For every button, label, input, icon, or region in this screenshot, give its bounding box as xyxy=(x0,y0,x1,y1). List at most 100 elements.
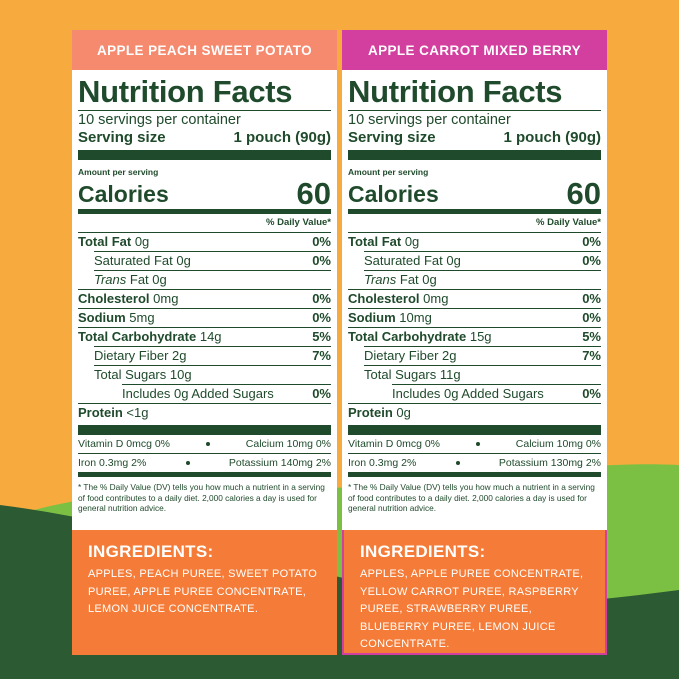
serving-size-label: Serving size xyxy=(348,129,436,146)
nutrient-label: Total Sugars 11g xyxy=(364,367,461,382)
daily-value: 0% xyxy=(312,386,331,401)
divider xyxy=(348,209,601,214)
nutrient-label: Includes 0g Added Sugars xyxy=(392,386,544,401)
nutrient-row: Dietary Fiber 2g 7% xyxy=(94,346,331,365)
nutrient-row: Trans Fat 0g xyxy=(364,270,601,289)
calories-value: 60 xyxy=(566,176,601,211)
daily-value: 7% xyxy=(312,348,331,363)
calories-value: 60 xyxy=(296,176,331,211)
servings: 10 servings per container xyxy=(348,112,511,128)
nutrient-row: Sodium 10mg 0% xyxy=(348,308,601,327)
divider xyxy=(78,425,331,435)
nutrient-name: Total Carbohydrate 15g xyxy=(348,328,492,346)
nutrient-amount: 14g xyxy=(199,329,222,344)
nutrient-row: Cholesterol 0mg 0% xyxy=(78,289,331,308)
nutrition-panel: APPLE PEACH SWEET POTATO Nutrition Facts 1… xyxy=(72,30,337,655)
nutrient-name: Total Sugars 10g xyxy=(94,366,192,384)
nutrient-name: Total Sugars 11g xyxy=(364,366,461,384)
vitamin: Calcium 10mg 0% xyxy=(515,438,601,450)
nutrient-name: Saturated Fat 0g xyxy=(364,252,461,270)
vitamin-row: Vitamin D 0mcg 0% Calcium 10mg 0% xyxy=(78,435,331,454)
panel-header: APPLE CARROT MIXED BERRY xyxy=(342,30,607,70)
nutrient-label: Total Sugars 10g xyxy=(94,367,192,382)
nutrient-label: Saturated Fat 0g xyxy=(94,253,191,268)
nutrient-label: Cholesterol xyxy=(78,291,150,306)
nutrient-amount: 0mg xyxy=(423,291,449,306)
nutrient-label: Total Carbohydrate xyxy=(348,329,467,344)
nutrient-name: Dietary Fiber 2g xyxy=(364,347,456,365)
vitamin-row: Iron 0.3mg 2% Potassium 130mg 2% xyxy=(348,454,601,472)
nutrient-row: Total Fat 0g 0% xyxy=(348,233,601,251)
nutrient-row: Dietary Fiber 2g 7% xyxy=(364,346,601,365)
daily-value: 0% xyxy=(582,386,601,401)
daily-value: 7% xyxy=(582,348,601,363)
vitamin: Iron 0.3mg 2% xyxy=(78,457,147,469)
panel-header: APPLE PEACH SWEET POTATO xyxy=(72,30,337,70)
vitamin-row: Vitamin D 0mcg 0% Calcium 10mg 0% xyxy=(348,435,601,454)
vitamin: Potassium 130mg 2% xyxy=(498,457,601,469)
calories: Calories 60 xyxy=(348,177,601,209)
divider xyxy=(78,209,331,214)
nutrient-name: Dietary Fiber 2g xyxy=(94,347,186,365)
label-title: Nutrition Facts xyxy=(78,74,331,111)
nutrient-label: Total Fat xyxy=(348,234,402,249)
nutrient-label: Trans xyxy=(94,272,127,287)
serving-size-value: 1 pouch (90g) xyxy=(233,129,331,146)
nutrient-name: Trans Fat 0g xyxy=(364,271,437,289)
nutrient-row: Saturated Fat 0g 0% xyxy=(364,251,601,270)
vitamin: Iron 0.3mg 2% xyxy=(348,457,417,469)
servings: 10 servings per container xyxy=(78,112,241,128)
nutrient-name: Total Carbohydrate 14g xyxy=(78,328,222,346)
nutrient-label: Total Carbohydrate xyxy=(78,329,197,344)
nutrient-label: Dietary Fiber 2g xyxy=(94,348,187,363)
nutrient-amount: Fat 0g xyxy=(399,272,437,287)
dv-header: % Daily Value* xyxy=(348,214,601,233)
nutrition-label: Nutrition Facts 10 servings per container… xyxy=(342,70,607,530)
divider xyxy=(348,150,601,160)
nutrient-amount: Fat 0g xyxy=(129,272,167,287)
nutrient-amount: 5mg xyxy=(129,310,155,325)
daily-value: 0% xyxy=(312,234,331,249)
divider xyxy=(78,472,331,477)
bullet xyxy=(455,461,460,465)
nutrient-label: Dietary Fiber 2g xyxy=(364,348,457,363)
bullet xyxy=(185,461,190,465)
nutrient-label: Saturated Fat 0g xyxy=(364,253,461,268)
nutrient-row: Protein 0g xyxy=(348,403,601,422)
ingredients-text: APPLES, APPLE PUREE CONCENTRATE, YELLOW … xyxy=(360,568,584,650)
nutrient-name: Cholesterol 0mg xyxy=(348,290,448,308)
vitamin: Calcium 10mg 0% xyxy=(245,438,331,450)
divider xyxy=(348,472,601,477)
nutrient-row: Total Sugars 10g xyxy=(94,365,331,384)
daily-value: 0% xyxy=(582,310,601,325)
vitamin: Vitamin D 0mcg 0% xyxy=(348,438,441,450)
calories-label: Calories xyxy=(348,181,439,207)
nutrient-name: Total Fat 0g xyxy=(78,233,149,251)
nutrient-amount: 0g xyxy=(134,234,150,249)
nutrient-name: Trans Fat 0g xyxy=(94,271,167,289)
calories-label: Calories xyxy=(78,181,169,207)
daily-value: 0% xyxy=(582,291,601,306)
label-title: Nutrition Facts xyxy=(348,74,601,111)
nutrient-row: Sodium 5mg 0% xyxy=(78,308,331,327)
nutrient-row: Total Sugars 11g xyxy=(364,365,601,384)
nutrient-label: Includes 0g Added Sugars xyxy=(122,386,274,401)
nutrient-row: Total Fat 0g 0% xyxy=(78,233,331,251)
ingredients-box: INGREDIENTS: APPLES, PEACH PUREE, SWEET P… xyxy=(72,530,337,655)
ingredients-title: INGREDIENTS: xyxy=(88,542,214,561)
daily-value: 0% xyxy=(582,253,601,268)
daily-value: 0% xyxy=(312,291,331,306)
serving-size-value: 1 pouch (90g) xyxy=(503,129,601,146)
ingredients-text: APPLES, PEACH PUREE, SWEET POTATO PUREE,… xyxy=(88,568,318,615)
nutrient-name: Cholesterol 0mg xyxy=(78,290,178,308)
nutrient-amount: 10mg xyxy=(399,310,432,325)
footnote: * The % Daily Value (DV) tells you how m… xyxy=(78,482,325,513)
nutrient-row: Trans Fat 0g xyxy=(94,270,331,289)
nutrient-label: Sodium xyxy=(78,310,126,325)
nutrient-label: Protein xyxy=(348,405,393,420)
vitamin: Potassium 140mg 2% xyxy=(228,457,331,469)
daily-value: 0% xyxy=(582,234,601,249)
divider xyxy=(78,150,331,160)
nutrient-label: Sodium xyxy=(348,310,396,325)
